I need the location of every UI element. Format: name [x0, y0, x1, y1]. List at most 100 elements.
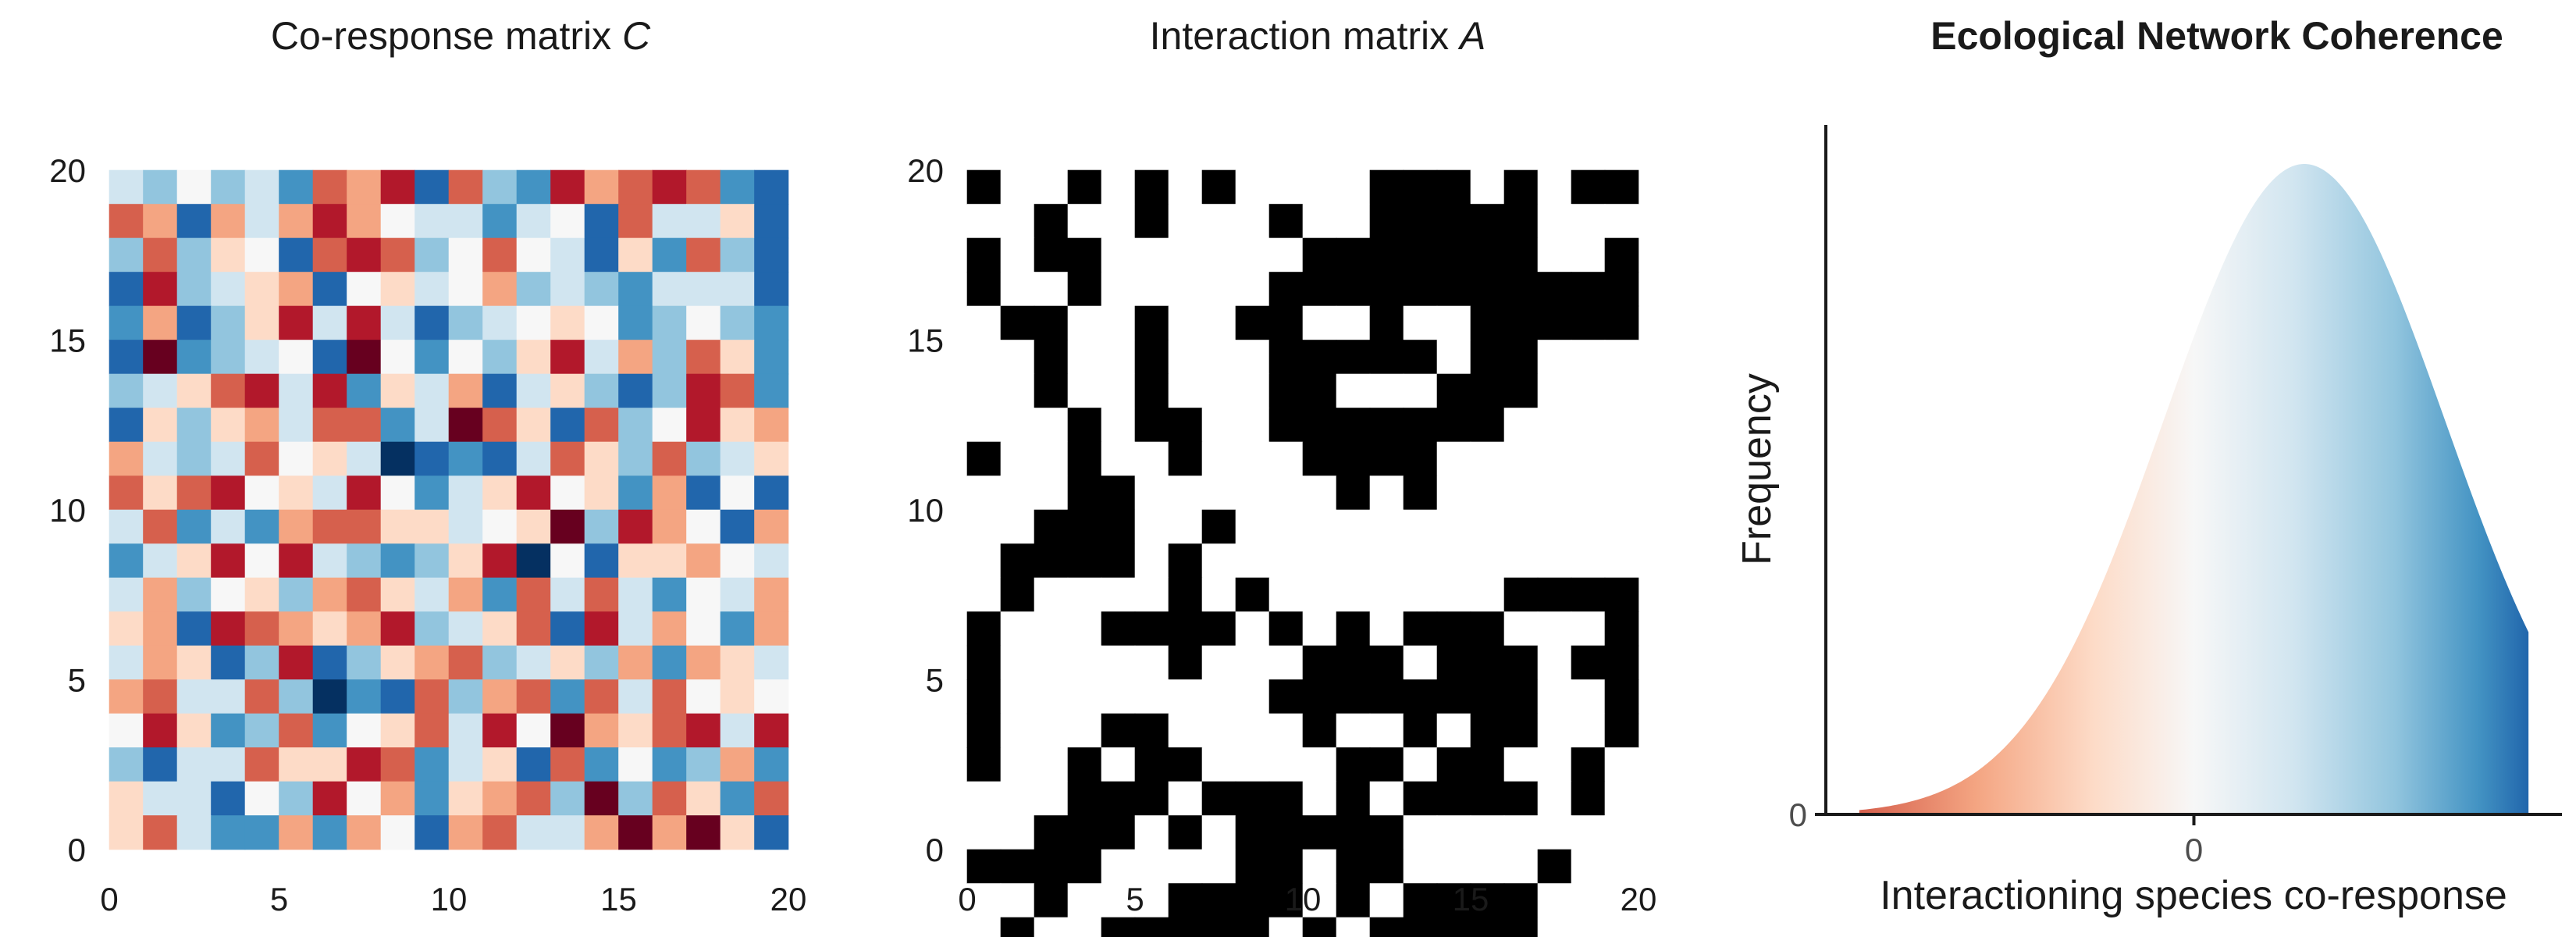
- coresponse-cell: [312, 272, 347, 307]
- coherence-title: Ecological Network Coherence: [1930, 14, 2503, 58]
- interaction-cell: [1571, 373, 1606, 408]
- coresponse-cell: [380, 645, 415, 680]
- interaction-cell: [1604, 883, 1639, 918]
- coresponse-cell: [415, 645, 450, 680]
- interaction-cell: [1436, 679, 1471, 714]
- interaction-y-tick-label: 5: [926, 662, 944, 699]
- interaction-cell: [1604, 441, 1639, 476]
- interaction-cell: [1101, 815, 1136, 850]
- interaction-cell: [1470, 577, 1505, 612]
- interaction-cell: [1268, 713, 1304, 748]
- coresponse-cell: [176, 237, 212, 273]
- coresponse-cell: [482, 237, 518, 273]
- interaction-cell: [1067, 476, 1102, 511]
- coresponse-cell: [380, 204, 415, 239]
- interaction-cell: [1436, 849, 1471, 884]
- coresponse-cell: [279, 679, 314, 714]
- coresponse-cell: [720, 815, 755, 850]
- interaction-cell: [1571, 713, 1606, 748]
- coresponse-cell: [279, 611, 314, 647]
- coresponse-cell: [415, 237, 450, 273]
- interaction-cell: [1134, 272, 1169, 307]
- coresponse-cell: [482, 815, 518, 850]
- interaction-cell: [1268, 476, 1304, 511]
- coresponse-cell: [415, 408, 450, 443]
- coresponse-cell: [347, 169, 382, 205]
- interaction-cell: [1604, 509, 1639, 544]
- coresponse-cell: [448, 408, 483, 443]
- interaction-cell: [1101, 509, 1136, 544]
- coresponse-cell: [312, 305, 347, 340]
- interaction-cell: [1134, 476, 1169, 511]
- interaction-cell: [1101, 645, 1136, 680]
- coresponse-cell: [312, 408, 347, 443]
- interaction-cell: [1537, 679, 1572, 714]
- coresponse-cell: [244, 204, 279, 239]
- coresponse-cell: [244, 237, 279, 273]
- coresponse-cell: [754, 272, 789, 307]
- interaction-cell: [1268, 272, 1304, 307]
- coresponse-cell: [652, 509, 687, 544]
- interaction-cell: [1537, 441, 1572, 476]
- coresponse-cell: [550, 305, 585, 340]
- interaction-cell: [1302, 509, 1337, 544]
- coresponse-cell: [176, 169, 212, 205]
- interaction-cell: [1302, 169, 1337, 205]
- coresponse-cell: [312, 781, 347, 816]
- coresponse-cell: [754, 476, 789, 511]
- interaction-cell: [1168, 543, 1203, 579]
- interaction-x-tick-label: 20: [1621, 881, 1657, 917]
- interaction-cell: [1235, 272, 1270, 307]
- coresponse-cell: [312, 611, 347, 647]
- interaction-cell: [1336, 781, 1371, 816]
- coresponse-cell: [516, 509, 551, 544]
- interaction-cell: [1571, 237, 1606, 273]
- coresponse-cell: [516, 713, 551, 748]
- coresponse-cell: [482, 408, 518, 443]
- coresponse-cell: [109, 781, 144, 816]
- coresponse-cell: [720, 169, 755, 205]
- coresponse-cell: [312, 441, 347, 476]
- coresponse-cell: [279, 747, 314, 782]
- coresponse-cell: [720, 577, 755, 612]
- coresponse-cell: [448, 237, 483, 273]
- coresponse-cell: [380, 611, 415, 647]
- coresponse-cell: [347, 408, 382, 443]
- interaction-cell: [1000, 917, 1035, 937]
- coresponse-cell: [720, 509, 755, 544]
- interaction-cell: [1034, 272, 1069, 307]
- interaction-cell: [1369, 408, 1404, 443]
- coresponse-cell: [686, 441, 721, 476]
- coresponse-cell: [482, 272, 518, 307]
- coresponse-cell: [754, 441, 789, 476]
- coresponse-cell: [448, 272, 483, 307]
- interaction-cell: [1134, 849, 1169, 884]
- coresponse-cell: [279, 577, 314, 612]
- coresponse-cell: [448, 645, 483, 680]
- interaction-cell: [1201, 373, 1236, 408]
- interaction-cell: [1067, 272, 1102, 307]
- coresponse-cell: [482, 645, 518, 680]
- coresponse-cell: [109, 543, 144, 579]
- interaction-cell: [1201, 272, 1236, 307]
- interaction-cell: [1201, 781, 1236, 816]
- interaction-cell: [1034, 645, 1069, 680]
- interaction-cell: [1403, 408, 1438, 443]
- coresponse-cell: [448, 611, 483, 647]
- coresponse-cell: [618, 441, 653, 476]
- coresponse-cell: [347, 577, 382, 612]
- coresponse-cell: [720, 747, 755, 782]
- interaction-cell: [1470, 543, 1505, 579]
- interaction-cell: [1571, 883, 1606, 918]
- interaction-cell: [1537, 169, 1572, 205]
- interaction-cell: [1067, 679, 1102, 714]
- interaction-cell: [1369, 883, 1404, 918]
- interaction-cell: [1403, 237, 1438, 273]
- coresponse-cell: [686, 340, 721, 375]
- interaction-cell: [1604, 305, 1639, 340]
- coresponse-cell: [448, 781, 483, 816]
- interaction-cell: [1571, 441, 1606, 476]
- coresponse-cell: [448, 679, 483, 714]
- interaction-cell: [1034, 747, 1069, 782]
- coresponse-cell: [448, 305, 483, 340]
